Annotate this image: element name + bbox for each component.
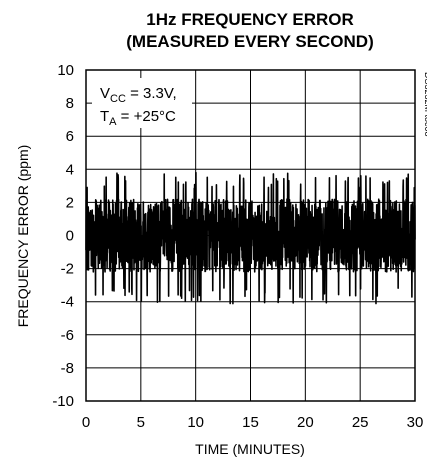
annotation-background <box>92 78 192 128</box>
series-trace <box>85 171 416 305</box>
annotation-ta-symbol: T <box>100 108 109 125</box>
plot-frame <box>85 69 416 402</box>
annotation-vcc-subscript: CC <box>110 93 126 105</box>
annotation-ta: TA = +25°C <box>100 108 176 128</box>
y-tick-label: -6 <box>61 327 74 344</box>
y-tick-label: 6 <box>66 128 74 145</box>
annotation-vcc-value: = 3.3V, <box>126 85 177 102</box>
chart-title-line-1: 1Hz FREQUENCY ERROR <box>146 10 354 29</box>
x-axis-label: TIME (MINUTES) <box>195 441 305 457</box>
y-tick-label: -8 <box>61 360 74 377</box>
y-axis-label: FREQUENCY ERROR (ppm) <box>15 145 31 328</box>
x-tick-label: 0 <box>82 414 90 431</box>
y-tick-label: -2 <box>61 261 74 278</box>
data-series <box>85 171 416 305</box>
annotation-ta-value: = +25°C <box>117 108 177 125</box>
annotation-vcc: VCC = 3.3V, <box>100 85 177 105</box>
y-tick-label: -4 <box>61 294 74 311</box>
x-tick-label: 15 <box>242 414 259 431</box>
y-tick-label: 8 <box>66 95 74 112</box>
y-tick-label: 0 <box>66 228 74 245</box>
x-tick-label: 25 <box>352 414 369 431</box>
annotation-vcc-symbol: V <box>100 85 110 102</box>
x-tick-label: 5 <box>137 414 145 431</box>
figure-id: DS3232M toc08 <box>423 72 427 137</box>
y-tick-label: 4 <box>66 161 74 178</box>
x-tick-label: 10 <box>187 414 204 431</box>
x-tick-label: 30 <box>407 414 424 431</box>
y-axis-ticks: 10 8 6 4 2 0 -2 -4 -6 -8 -10 <box>52 62 74 410</box>
x-tick-label: 20 <box>297 414 314 431</box>
annotation-ta-subscript: A <box>109 116 117 128</box>
y-tick-label: 2 <box>66 194 74 211</box>
x-axis-ticks: 0 5 10 15 20 25 30 <box>82 414 424 431</box>
chart-title-line-2: (MEASURED EVERY SECOND) <box>126 32 373 51</box>
y-tick-label: -10 <box>52 393 74 410</box>
y-tick-label: 10 <box>57 62 74 79</box>
